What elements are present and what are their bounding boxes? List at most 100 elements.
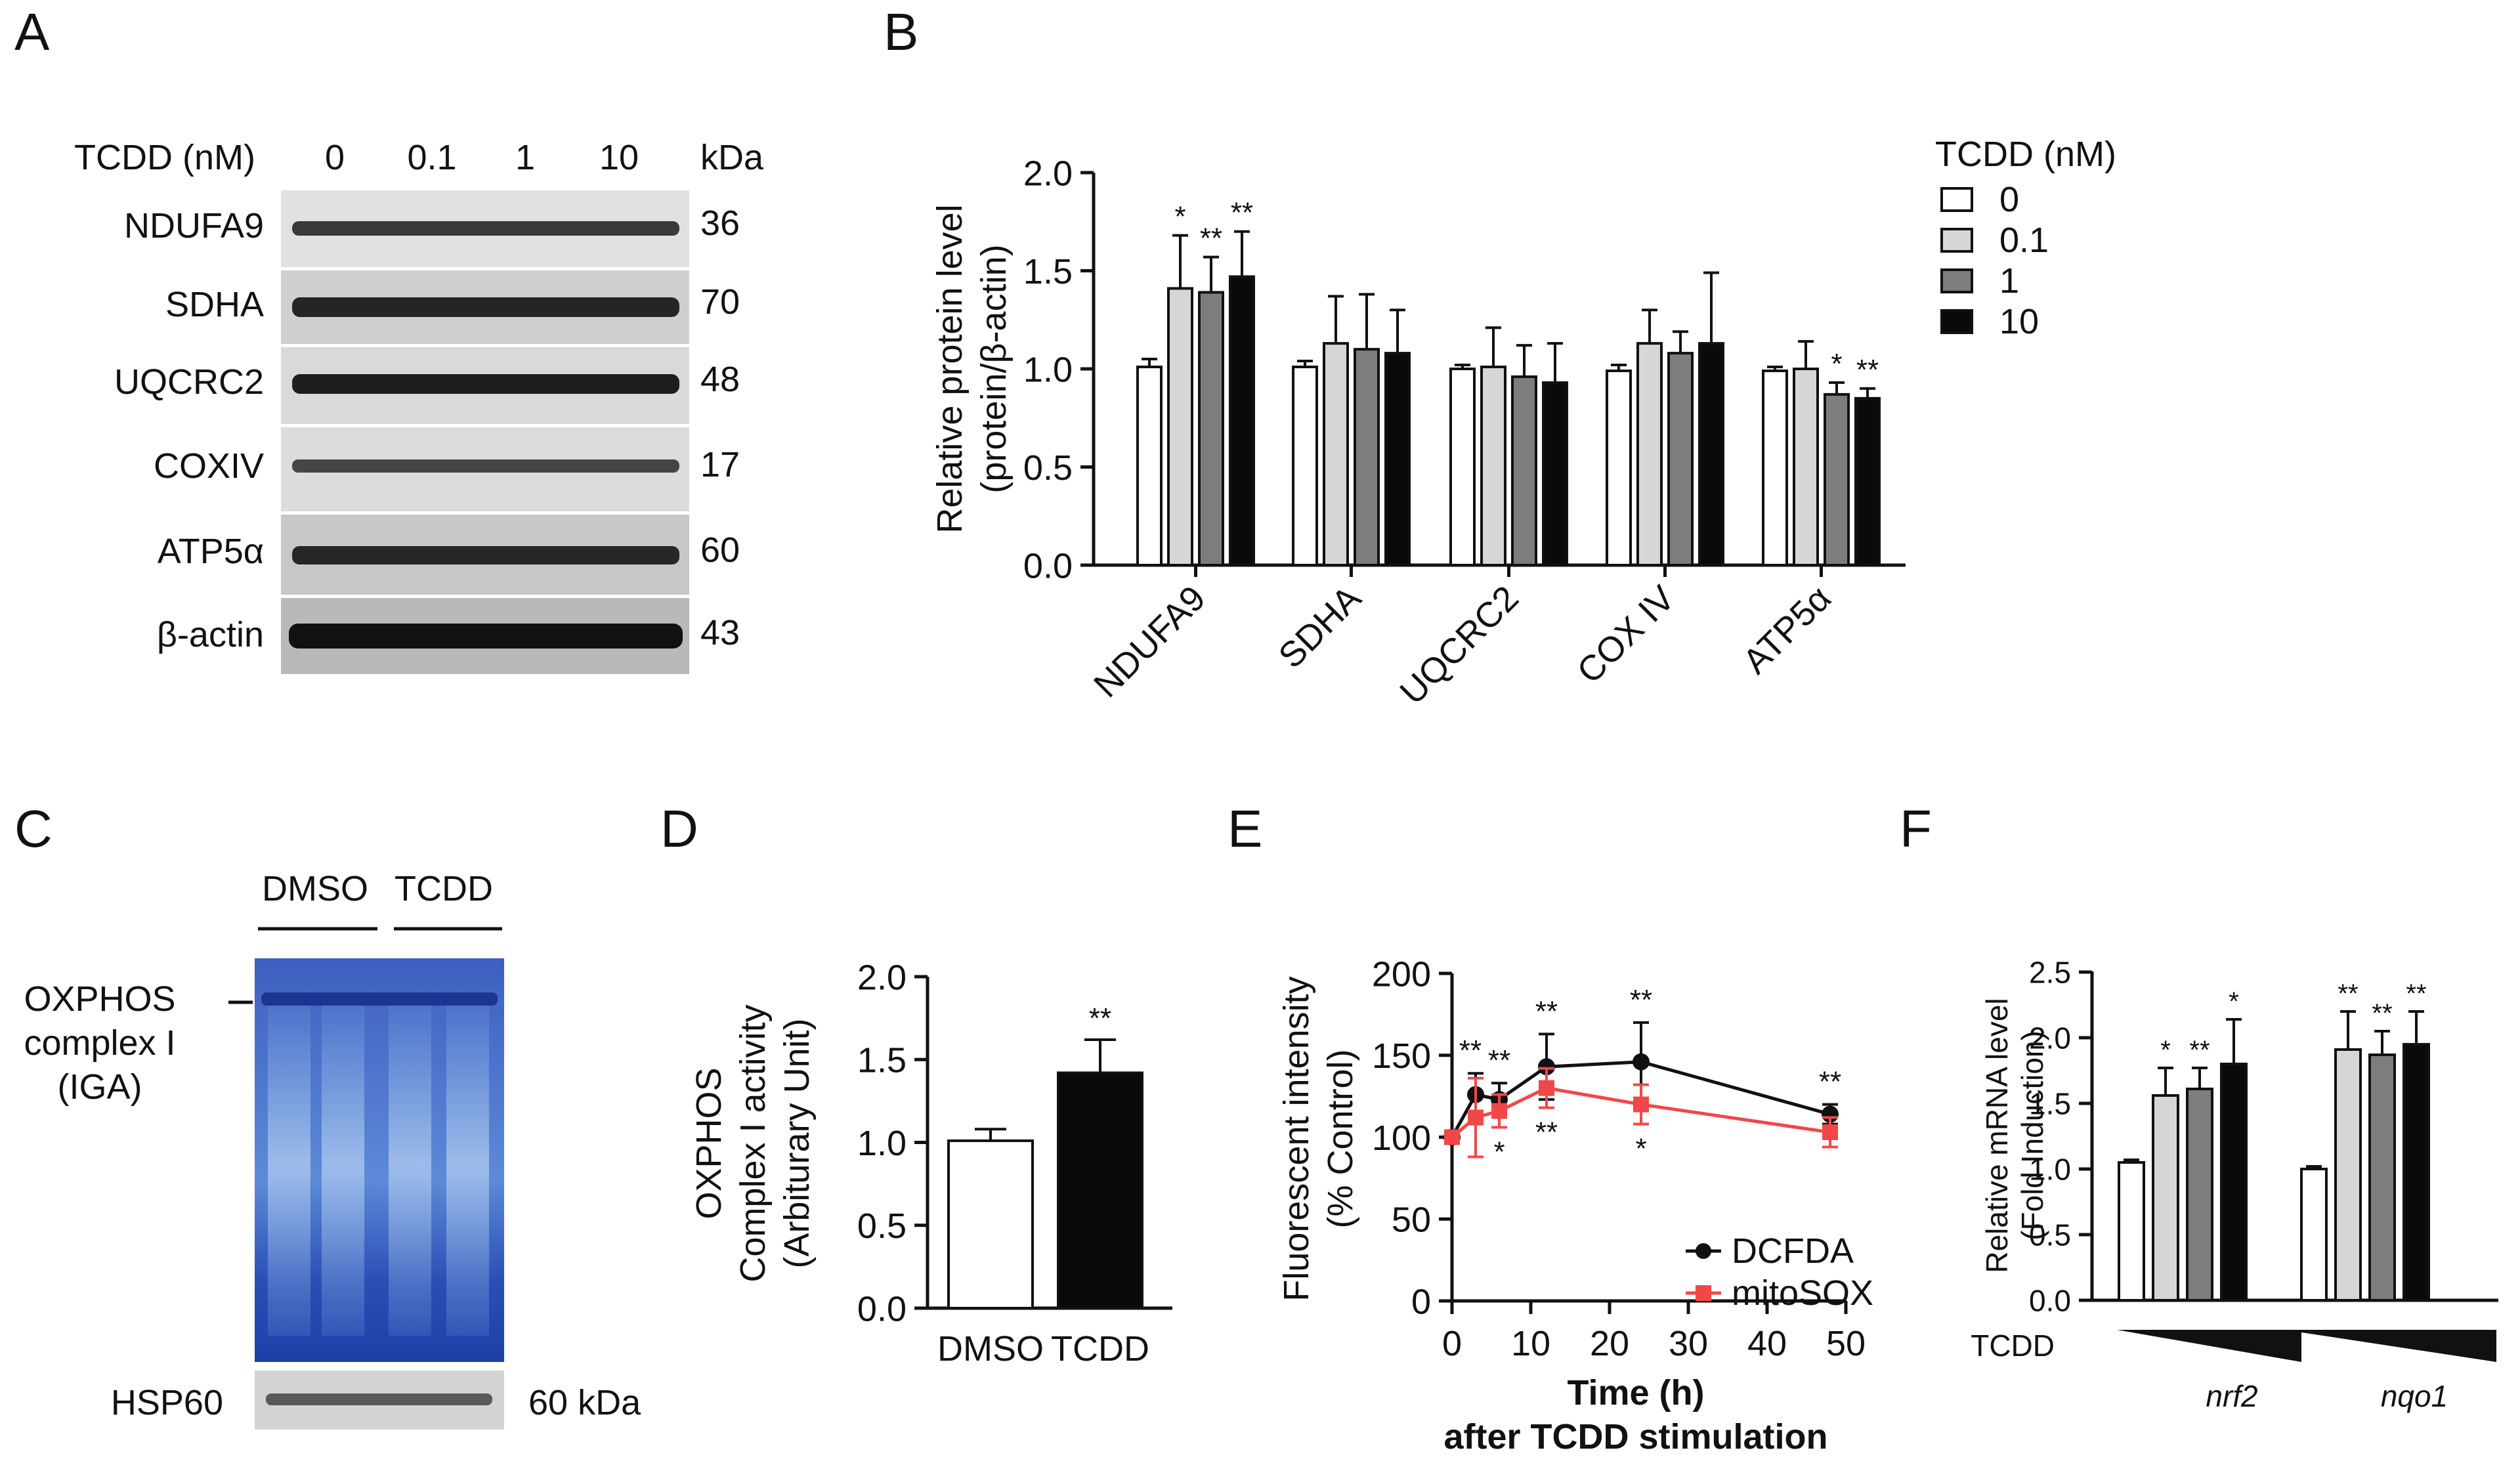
b-y-tick-label: 1.0: [1023, 350, 1073, 389]
d-category-label: TCDD: [1051, 1329, 1149, 1369]
band: [292, 374, 679, 394]
b-y-tick-label: 2.0: [1023, 154, 1073, 193]
e-xlabel-line1: Time (h): [1567, 1373, 1704, 1413]
d-ylabel-line1: OXPHOS: [689, 1067, 729, 1219]
d-y-tick-label: 1.0: [857, 1124, 907, 1163]
b-legend-label: 0.1: [1999, 221, 2049, 260]
b-significance: **: [1856, 354, 1879, 386]
d-ylabel-line2: Complex I activity: [733, 1004, 773, 1282]
b-category-label: COX IV: [1570, 578, 1682, 691]
b-bar: [1384, 352, 1411, 567]
blot-header-tcdd: TCDD (nM): [74, 138, 255, 177]
e-significance: *: [1493, 1136, 1505, 1168]
f-dose-wedge: [2284, 1330, 2496, 1362]
b-bar: [1323, 342, 1349, 566]
b-legend-label: 10: [1999, 302, 2039, 341]
e-significance: **: [1535, 995, 1558, 1027]
b-y-tick-label: 1.5: [1023, 252, 1073, 291]
blot-lane-01: 0.1: [407, 138, 456, 177]
panel-label-d: D: [660, 799, 698, 858]
f-y-tick-label: 2.0: [2029, 1021, 2071, 1055]
b-bar: [1229, 275, 1255, 566]
band: [292, 297, 679, 317]
panel-a-blot: TCDD (nM) 0 0.1 1 10 kDa NDUFA9 SDHA UQC…: [74, 138, 764, 674]
e-significance: **: [1488, 1044, 1510, 1076]
e-y-tick-label: 0: [1411, 1282, 1431, 1321]
e-x-tick-label: 0: [1442, 1324, 1462, 1363]
band: [292, 459, 679, 473]
d-bar: [947, 1139, 1034, 1309]
panel-label-b: B: [884, 3, 918, 61]
d-y-tick-label: 0.0: [857, 1289, 907, 1329]
b-significance: **: [1231, 197, 1253, 229]
gel-band-label: OXPHOS: [24, 979, 175, 1019]
b-legend-label: 1: [1999, 261, 2019, 301]
e-x-tick-label: 40: [1747, 1324, 1787, 1363]
blot-row-name: NDUFA9: [124, 206, 264, 245]
b-ylabel-line2: (protein/β-actin): [974, 244, 1014, 493]
e-significance: **: [1535, 1116, 1558, 1149]
panel-b-chart: 0.00.51.01.52.0 *****NDUFA9 SDHA UQCRC2 COX…: [930, 135, 2116, 712]
gel-complex-band: [261, 992, 498, 1006]
e-ylabel-line2: (% Control): [1321, 1049, 1360, 1228]
panel-label-e: E: [1228, 799, 1262, 858]
f-significance: **: [2189, 1036, 2210, 1065]
blot-kda-header: kDa: [700, 138, 764, 177]
blot-row-name: β-actin: [157, 615, 264, 654]
b-bar: [1542, 381, 1568, 566]
blot-row-kda: 17: [700, 445, 740, 484]
f-gene-label: nqo1: [2381, 1379, 2448, 1413]
b-bar: [1606, 369, 1632, 566]
gel-group-tcdd: TCDD: [395, 869, 493, 908]
blot-row-name: COXIV: [154, 446, 264, 486]
f-dose-wedge: [2117, 1330, 2301, 1362]
b-significance: *: [1831, 348, 1842, 380]
gel-group-dmso: DMSO: [262, 869, 368, 908]
blot-lane-10: 10: [599, 138, 639, 177]
gel-loading-name: HSP60: [111, 1383, 223, 1422]
blot-row-name: ATP5α: [158, 532, 264, 571]
e-significance: **: [1819, 1066, 1841, 1098]
e-y-tick-label: 150: [1372, 1036, 1431, 1076]
e-x-tick-label: 50: [1826, 1324, 1866, 1363]
e-significance: **: [1630, 984, 1652, 1016]
e-y-tick-label: 100: [1372, 1118, 1431, 1158]
e-significance: **: [1459, 1034, 1482, 1067]
band: [266, 1393, 492, 1405]
f-y-tick-label: 2.5: [2029, 956, 2071, 990]
panel-c-gel: DMSO TCDD OXPHOS complex I (IGA) HSP60 6…: [24, 869, 641, 1430]
panel-label-a: A: [14, 3, 50, 61]
b-bar: [1762, 369, 1788, 566]
e-x-tick-label: 30: [1669, 1324, 1708, 1363]
d-significance: **: [1089, 1002, 1111, 1034]
f-y-tick-label: 1.0: [2029, 1153, 2071, 1187]
d-bar: [1057, 1071, 1143, 1309]
blot-row-kda: 36: [700, 203, 740, 243]
b-bar: [1698, 342, 1724, 566]
f-ylabel-line1: Relative mRNA level: [1980, 998, 2014, 1273]
b-legend-label: 0: [1999, 180, 2019, 219]
b-bar: [1667, 352, 1694, 567]
f-bar: [2403, 1043, 2430, 1302]
panel-label-c: C: [14, 799, 53, 858]
f-treatment-label: TCDD: [1971, 1329, 2055, 1363]
b-legend-swatch-1: [1940, 268, 1973, 293]
band: [289, 624, 683, 648]
b-category-label: UQCRC2: [1392, 578, 1526, 712]
e-y-tick-label: 50: [1392, 1201, 1431, 1240]
panel-d-chart: 0.0 0.5 1.0 1.5 2.0 DMSO ** TCDD OXPHOS Comple…: [689, 958, 1172, 1369]
b-y-tick-label: 0.5: [1023, 448, 1073, 488]
f-significance: *: [2229, 987, 2239, 1016]
blot-row-kda: 70: [700, 282, 740, 322]
gel-band-label: (IGA): [58, 1067, 142, 1107]
f-bar: [2152, 1094, 2179, 1302]
e-ylabel-line1: Fluorescent intensity: [1277, 976, 1316, 1301]
b-ylabel-line1: Relative protein level: [930, 204, 970, 533]
b-bar: [1167, 287, 1193, 566]
e-point-mitosox: [1444, 1129, 1460, 1145]
d-category-label: DMSO: [937, 1329, 1044, 1369]
b-bar: [1354, 348, 1380, 566]
gel-lane: [268, 994, 310, 1336]
